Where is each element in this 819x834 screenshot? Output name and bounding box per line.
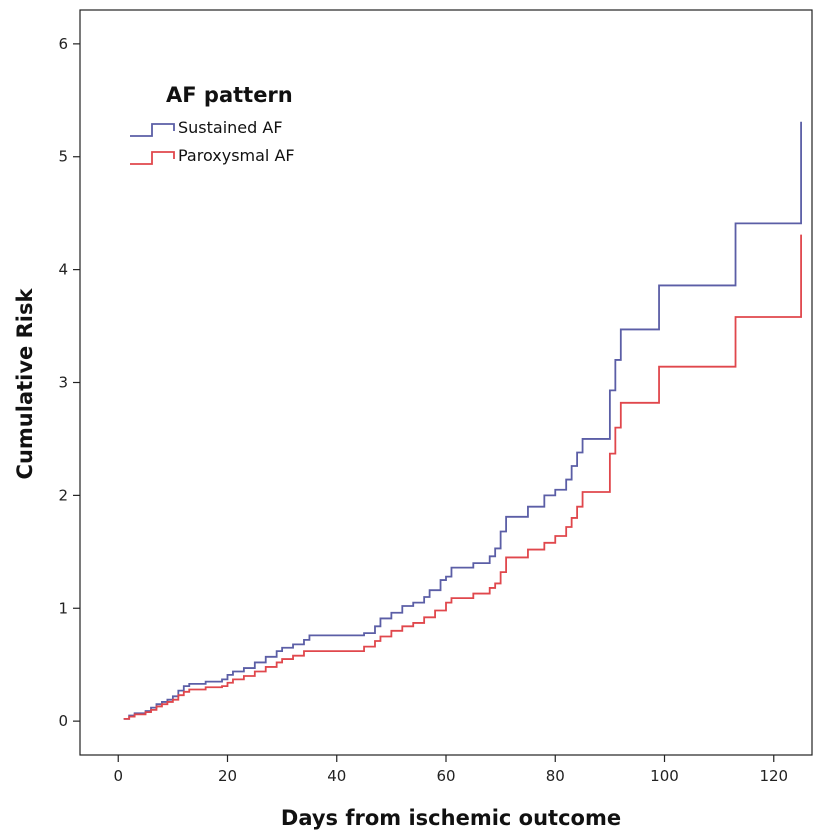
- y-tick-label: 4: [58, 261, 68, 279]
- legend-swatch: [130, 151, 175, 165]
- x-tick-label: 60: [436, 767, 455, 785]
- y-tick-label: 3: [58, 374, 68, 392]
- legend: AF pattern Sustained AF Paroxysmal AF: [130, 83, 295, 165]
- x-axis: 0 20 40 60 80 100 120: [113, 755, 788, 785]
- x-tick-label: 0: [113, 767, 123, 785]
- x-tick-label: 20: [218, 767, 237, 785]
- x-tick-label: 100: [650, 767, 679, 785]
- y-tick-label: 2: [58, 486, 68, 504]
- y-tick-label: 6: [58, 35, 68, 53]
- y-axis-title: Cumulative Risk: [13, 288, 37, 480]
- y-tick-label: 0: [58, 712, 68, 730]
- y-tick-label: 5: [58, 148, 68, 166]
- legend-label: Sustained AF: [178, 118, 283, 137]
- legend-title: AF pattern: [166, 83, 293, 107]
- x-tick-label: 40: [327, 767, 346, 785]
- x-tick-label: 120: [759, 767, 788, 785]
- y-axis: 0 1 2 3 4 5 6: [58, 35, 80, 730]
- series-line-paroxysmal-af: [123, 234, 802, 720]
- legend-label: Paroxysmal AF: [178, 146, 295, 165]
- series-lines: [123, 121, 802, 720]
- y-tick-label: 1: [58, 599, 68, 617]
- x-axis-title: Days from ischemic outcome: [281, 806, 621, 830]
- series-line-sustained-af: [123, 121, 802, 720]
- x-tick-label: 80: [546, 767, 565, 785]
- legend-swatch: [130, 123, 175, 137]
